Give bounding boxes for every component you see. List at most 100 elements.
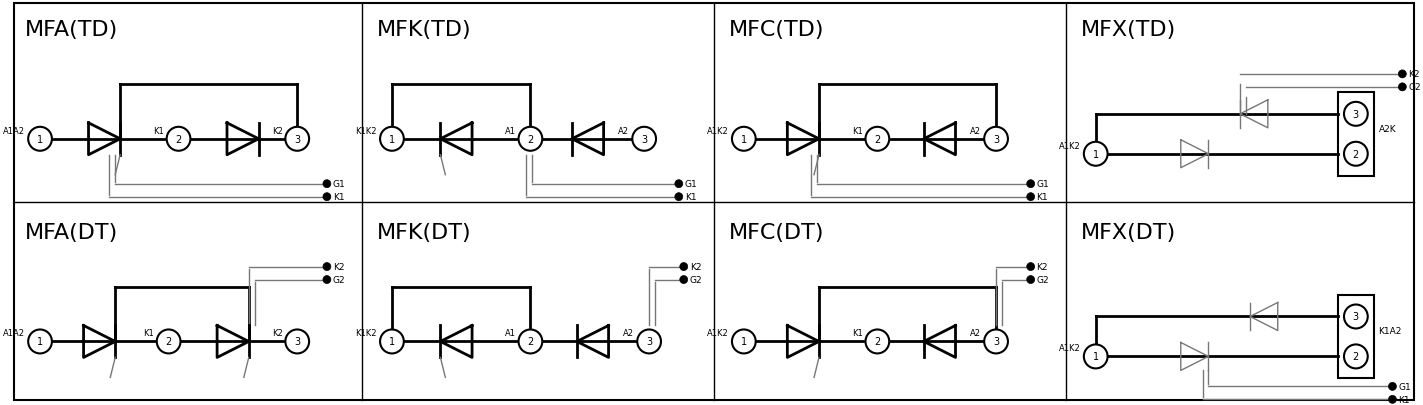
Text: MFX(TD): MFX(TD) — [1081, 20, 1177, 40]
Text: K1: K1 — [684, 193, 696, 202]
Circle shape — [1343, 143, 1368, 166]
Circle shape — [985, 330, 1007, 354]
Text: 3: 3 — [993, 337, 999, 347]
Circle shape — [1399, 71, 1406, 79]
Circle shape — [1027, 193, 1035, 201]
Circle shape — [286, 330, 309, 354]
Circle shape — [675, 193, 683, 201]
Text: G2: G2 — [333, 275, 346, 284]
Text: A1K2: A1K2 — [1059, 141, 1081, 150]
Text: K2: K2 — [690, 262, 702, 271]
Text: K1K2: K1K2 — [356, 126, 377, 135]
Circle shape — [380, 128, 404, 151]
Text: 3: 3 — [1353, 109, 1359, 119]
Circle shape — [518, 128, 542, 151]
Circle shape — [680, 276, 687, 284]
Text: A2K: A2K — [1379, 124, 1396, 134]
Text: K2: K2 — [1409, 70, 1420, 79]
Text: K1: K1 — [852, 126, 862, 135]
Circle shape — [28, 330, 51, 354]
Text: 3: 3 — [1353, 312, 1359, 322]
Text: G1: G1 — [333, 180, 346, 189]
Circle shape — [680, 263, 687, 271]
Text: A2: A2 — [970, 329, 982, 338]
Circle shape — [1343, 102, 1368, 126]
Circle shape — [675, 180, 683, 188]
Bar — [1338, 295, 1373, 378]
Circle shape — [1343, 345, 1368, 369]
Circle shape — [323, 263, 332, 271]
Circle shape — [323, 193, 332, 201]
Text: 3: 3 — [295, 134, 300, 145]
Circle shape — [1389, 395, 1396, 403]
Text: K1: K1 — [1399, 395, 1410, 404]
Circle shape — [632, 128, 656, 151]
Text: MFA(DT): MFA(DT) — [26, 222, 118, 242]
Circle shape — [28, 128, 51, 151]
Text: 2: 2 — [874, 134, 881, 145]
Circle shape — [731, 330, 756, 354]
Circle shape — [1389, 382, 1396, 390]
Text: A2: A2 — [970, 126, 982, 135]
Text: 2: 2 — [175, 134, 182, 145]
Text: A1: A1 — [505, 126, 515, 135]
Text: A1K2: A1K2 — [707, 126, 729, 135]
Text: K2: K2 — [333, 262, 344, 271]
Text: MFA(TD): MFA(TD) — [26, 20, 118, 40]
Circle shape — [731, 128, 756, 151]
Circle shape — [638, 330, 662, 354]
Text: G2: G2 — [1409, 83, 1422, 92]
Text: 3: 3 — [295, 337, 300, 347]
Text: 1: 1 — [1093, 149, 1099, 159]
Circle shape — [323, 276, 332, 284]
Text: K1: K1 — [852, 329, 862, 338]
Text: G2: G2 — [690, 275, 703, 284]
Text: MFC(DT): MFC(DT) — [729, 222, 824, 242]
Circle shape — [985, 128, 1007, 151]
Circle shape — [1084, 345, 1107, 369]
Circle shape — [380, 330, 404, 354]
Text: G1: G1 — [1399, 382, 1412, 391]
Text: 1: 1 — [37, 134, 43, 145]
Text: A1K2: A1K2 — [1059, 343, 1081, 353]
Text: K2: K2 — [272, 329, 282, 338]
Text: A1A2: A1A2 — [3, 329, 26, 338]
Text: MFK(DT): MFK(DT) — [377, 222, 472, 242]
Text: K1K2: K1K2 — [356, 329, 377, 338]
Text: K1: K1 — [144, 329, 154, 338]
Circle shape — [1343, 305, 1368, 329]
Text: 3: 3 — [646, 337, 652, 347]
Circle shape — [1027, 276, 1035, 284]
Text: G1: G1 — [684, 180, 697, 189]
Circle shape — [286, 128, 309, 151]
Text: K2: K2 — [1036, 262, 1049, 271]
Text: K2: K2 — [272, 126, 282, 135]
Text: MFX(DT): MFX(DT) — [1081, 222, 1177, 242]
Text: K1: K1 — [1036, 193, 1049, 202]
Text: 1: 1 — [741, 337, 747, 347]
Circle shape — [1027, 263, 1035, 271]
Text: K1: K1 — [152, 126, 164, 135]
Text: 2: 2 — [1353, 352, 1359, 362]
Text: 2: 2 — [165, 337, 172, 347]
Text: G2: G2 — [1036, 275, 1049, 284]
Text: MFC(TD): MFC(TD) — [729, 20, 824, 40]
Text: K1A2: K1A2 — [1379, 327, 1402, 336]
Text: 2: 2 — [1353, 149, 1359, 159]
Text: 2: 2 — [528, 134, 534, 145]
Circle shape — [518, 330, 542, 354]
Circle shape — [1399, 84, 1406, 92]
Text: 3: 3 — [993, 134, 999, 145]
Bar — [1338, 93, 1373, 176]
Text: A1K2: A1K2 — [707, 329, 729, 338]
Circle shape — [323, 180, 332, 188]
Text: MFK(TD): MFK(TD) — [377, 20, 472, 40]
Text: A2: A2 — [623, 329, 635, 338]
Circle shape — [1027, 180, 1035, 188]
Circle shape — [865, 128, 889, 151]
Text: 1: 1 — [741, 134, 747, 145]
Text: 1: 1 — [1093, 352, 1099, 362]
Text: 2: 2 — [528, 337, 534, 347]
Text: 1: 1 — [388, 134, 396, 145]
Circle shape — [157, 330, 181, 354]
